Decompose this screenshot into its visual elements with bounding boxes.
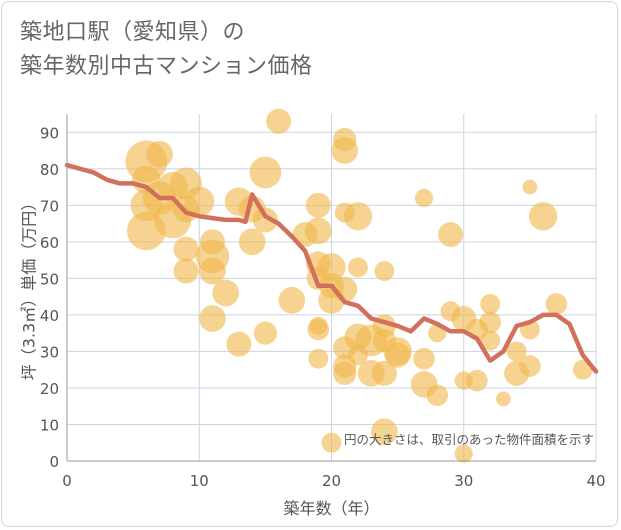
x-tick-label: 40 bbox=[586, 472, 605, 490]
bubble-point bbox=[308, 348, 329, 369]
bubble-point bbox=[226, 331, 252, 357]
bubble-point bbox=[414, 188, 434, 208]
bubble-point bbox=[496, 391, 511, 407]
y-tick-label: 40 bbox=[40, 307, 59, 325]
bubble-point bbox=[438, 222, 464, 248]
bubble-point bbox=[371, 360, 397, 386]
bubble-point bbox=[304, 217, 332, 245]
y-tick-label: 60 bbox=[40, 234, 59, 252]
bubble-point bbox=[253, 321, 278, 345]
y-tick-label: 10 bbox=[40, 416, 59, 434]
bubble-point bbox=[545, 293, 568, 315]
bubble-point bbox=[479, 311, 502, 334]
bubble-series bbox=[125, 108, 593, 463]
y-tick-label: 0 bbox=[49, 453, 59, 471]
bubble-point bbox=[238, 228, 266, 256]
bubble-point bbox=[371, 418, 398, 446]
bubble-point bbox=[480, 330, 501, 351]
bubble-point bbox=[321, 432, 342, 453]
bubble-point bbox=[385, 342, 411, 368]
bubble-point bbox=[528, 202, 558, 231]
bubble-point bbox=[522, 179, 538, 195]
bubble-point bbox=[343, 202, 373, 231]
bubble-point bbox=[252, 207, 278, 233]
bubble-point bbox=[480, 293, 501, 314]
bubble-point bbox=[278, 286, 306, 314]
bubble-point bbox=[307, 318, 330, 341]
bubble-point bbox=[173, 236, 199, 262]
bubble-point bbox=[266, 108, 292, 134]
y-tick-label: 30 bbox=[40, 343, 59, 361]
bubble-point bbox=[199, 257, 226, 285]
bubble-point bbox=[374, 261, 395, 282]
trend-line-series bbox=[64, 162, 599, 374]
bubble-point bbox=[249, 156, 282, 189]
x-tick-label: 30 bbox=[454, 472, 473, 490]
x-tick-label: 10 bbox=[190, 472, 209, 490]
bubble-point bbox=[199, 305, 226, 332]
bubble-point bbox=[454, 444, 473, 463]
x-axis-label: 築年数（年） bbox=[283, 499, 379, 518]
y-tick-label: 50 bbox=[40, 270, 59, 288]
bubble-point bbox=[333, 361, 357, 385]
bubble-point bbox=[519, 355, 541, 377]
axes: 0 10 20 30 40 50 60 70 80 90 0 10 20 30 40 bbox=[40, 114, 606, 490]
bubble-point bbox=[173, 258, 199, 284]
bubble-point bbox=[212, 279, 240, 307]
y-tick-label: 80 bbox=[40, 161, 59, 179]
bubble-point bbox=[331, 137, 359, 164]
average-price-line bbox=[64, 162, 599, 374]
x-tick-label: 0 bbox=[62, 472, 72, 490]
bubble-point bbox=[127, 211, 166, 251]
chart-title-line-2: 築年数別中古マンション価格 bbox=[20, 54, 313, 79]
y-tick-label: 70 bbox=[40, 197, 59, 215]
size-annotation: 円の大きさは、取引のあった物件面積を示す bbox=[344, 432, 594, 447]
chart-title-line-1: 築地口駅（愛知県）の bbox=[20, 20, 246, 45]
x-tick-label: 20 bbox=[322, 472, 341, 490]
bubble-point bbox=[466, 369, 488, 392]
chart-title: 築地口駅（愛知県）の 築年数別中古マンション価格 bbox=[20, 16, 313, 84]
y-tick-label: 20 bbox=[40, 380, 59, 398]
bubble-point bbox=[506, 341, 527, 362]
bubble-point bbox=[305, 192, 331, 218]
bubble-point bbox=[317, 253, 346, 282]
bubble-point bbox=[348, 257, 368, 278]
bubble-point bbox=[413, 347, 435, 370]
bubble-point bbox=[146, 140, 173, 168]
y-axis-label: 坪（3.3㎡）単価（万円） bbox=[20, 195, 39, 380]
y-tick-label: 90 bbox=[40, 124, 59, 142]
bubble-point bbox=[426, 384, 449, 407]
